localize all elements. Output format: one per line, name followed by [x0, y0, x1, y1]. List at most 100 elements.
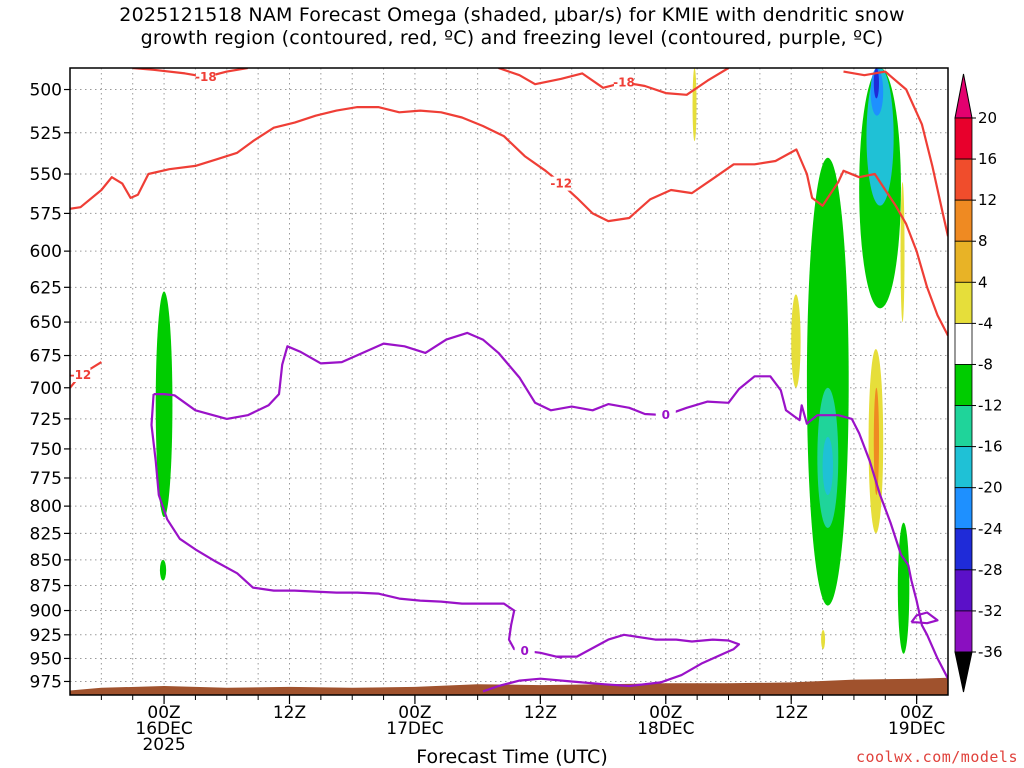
colorbar-label: -8 [978, 355, 993, 373]
colorbar-label: -4 [978, 314, 993, 332]
x-tick-label: 12Z [273, 703, 306, 723]
chart-title: 2025121518 NAM Forecast Omega (shaded, μ… [0, 4, 1024, 50]
contour-label-bg [551, 176, 572, 191]
omega-area [155, 291, 173, 518]
colorbar-label: 20 [978, 109, 997, 127]
chart-title-line-2: growth region (contoured, red, ºC) and f… [140, 27, 884, 49]
colorbar-box [954, 446, 973, 489]
x-tick-label: 17DEC [386, 719, 443, 739]
x-tick-label: 12Z [775, 703, 808, 723]
contour-label: 0 [520, 644, 528, 658]
colorbar-label: 16 [978, 150, 997, 168]
colorbar-box [954, 364, 973, 406]
contour-label-bg [613, 75, 634, 90]
x-tick-label: 00Z [649, 703, 682, 723]
y-tick-label: 500 [30, 81, 62, 101]
omega-shading [155, 68, 910, 654]
y-tick-label: 725 [30, 410, 62, 430]
colorbar-label: -12 [978, 397, 1003, 415]
y-tick-label: 925 [30, 626, 62, 646]
colorbar-bottom-arrow [954, 651, 973, 693]
colorbar-label: -32 [978, 602, 1003, 620]
contour-label: 0 [662, 408, 670, 422]
terrain-fill [70, 677, 948, 695]
y-tick-label: 625 [30, 278, 62, 298]
colorbar-box [954, 528, 973, 571]
x-tick-label: 00Z [900, 703, 933, 723]
colorbar: 20 16 12 8 4 -4 -8 -12 -16 -20 -24 -28 -32 -36 [954, 73, 1003, 693]
omega-area [822, 437, 834, 495]
x-tick-label: 12Z [524, 703, 557, 723]
contour-lines: -12 -12 -18 -18 0 0 [70, 68, 948, 693]
omega-area [692, 68, 697, 142]
colorbar-label: -24 [978, 520, 1003, 538]
colorbar-label: 12 [978, 191, 997, 209]
x-tick-label: 16DEC [135, 719, 192, 739]
x-tick-label: 00Z [398, 703, 431, 723]
omega-area [873, 387, 880, 495]
y-tick-label: 750 [30, 440, 62, 460]
y-tick-label: 700 [30, 379, 62, 399]
y-tick-label: 800 [30, 497, 62, 517]
y-tick-label: 825 [30, 524, 62, 544]
colorbar-label: -28 [978, 561, 1003, 579]
y-axis: 500 525 550 575 600 625 650 675 700 725 750 775 800 8… [30, 81, 70, 692]
colorbar-box [954, 487, 973, 530]
contour-line [843, 70, 948, 237]
plot-area [70, 68, 948, 695]
chart-title-line-1: 2025121518 NAM Forecast Omega (shaded, μ… [119, 4, 905, 26]
colorbar-box [954, 569, 973, 612]
x-tick-label: 2025 [142, 735, 185, 755]
omega-area [806, 157, 849, 606]
omega-area [791, 294, 801, 388]
y-tick-label: 650 [30, 313, 62, 333]
colorbar-label: 4 [978, 273, 988, 291]
y-tick-label: 875 [30, 577, 62, 597]
y-tick-label: 975 [30, 672, 62, 692]
colorbar-box [954, 322, 973, 365]
y-tick-label: 525 [30, 124, 62, 144]
colorbar-box [954, 610, 973, 653]
omega-area [821, 630, 826, 650]
colorbar-box [954, 405, 973, 448]
x-tick-label: 00Z [147, 703, 180, 723]
y-tick-label: 550 [30, 165, 62, 185]
x-axis-label: Forecast Time (UTC) [416, 746, 608, 768]
colorbar-box [954, 199, 973, 242]
omega-area [897, 522, 910, 654]
colorbar-box [954, 117, 973, 160]
contour-label-bg [655, 408, 676, 423]
contour-label: -12 [70, 368, 92, 382]
y-tick-label: 600 [30, 242, 62, 262]
contour-line [498, 68, 730, 96]
colorbar-label: -16 [978, 438, 1003, 456]
contour-line [132, 68, 248, 79]
credit-text: coolwx.com/models [855, 748, 1018, 766]
contour-label-bg [195, 70, 216, 85]
colorbar-label: 8 [978, 232, 988, 250]
y-tick-label: 950 [30, 649, 62, 669]
x-tick-label: 19DEC [888, 719, 945, 739]
contour-label: -18 [195, 70, 217, 84]
contour-label: -12 [550, 177, 572, 191]
y-tick-label: 675 [30, 347, 62, 367]
colorbar-label: -20 [978, 479, 1003, 497]
colorbar-top-arrow [954, 73, 973, 119]
colorbar-box [954, 158, 973, 201]
contour-line [153, 331, 948, 680]
contour-label: -18 [613, 75, 635, 89]
y-tick-label: 775 [30, 469, 62, 489]
contour-label-bg [514, 643, 535, 658]
omega-area [873, 68, 880, 99]
colorbar-box [954, 281, 973, 324]
colorbar-label: -36 [978, 643, 1003, 661]
contour-line [910, 611, 939, 625]
grid-lines [70, 68, 948, 695]
y-tick-label: 900 [30, 602, 62, 622]
y-tick-label: 850 [30, 551, 62, 571]
terrain-area [70, 677, 948, 695]
x-tick-label: 18DEC [637, 719, 694, 739]
omega-area [900, 182, 905, 323]
